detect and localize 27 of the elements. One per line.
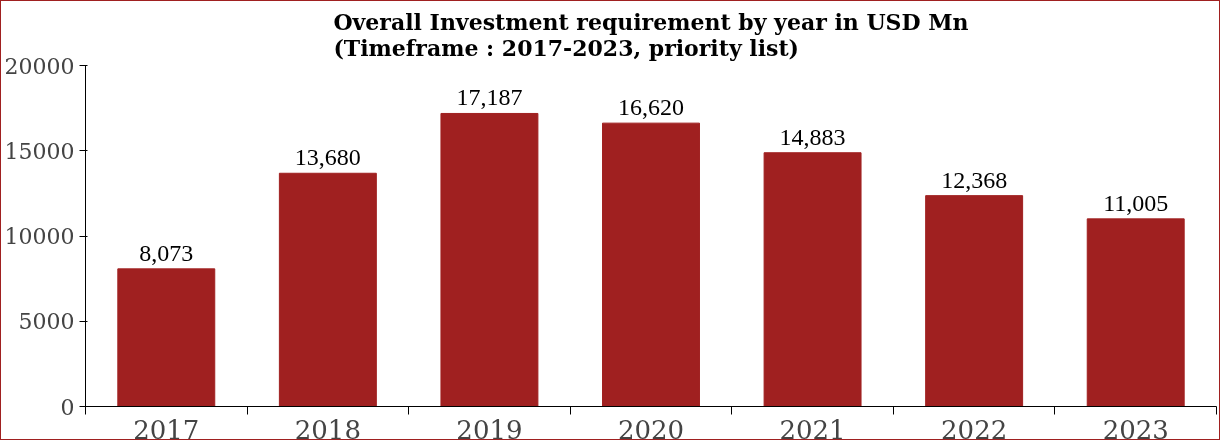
bar [440,112,539,407]
data-label: 12,368 [941,166,1008,193]
y-tick-label: 10000 [4,224,75,249]
data-label: 11,005 [1103,189,1169,216]
data-label: 16,620 [618,94,684,121]
bar [763,152,862,407]
y-tick-label: 5000 [18,309,75,335]
bar [925,195,1024,407]
x-tick-label: 2021 [779,414,846,445]
chart-title: Overall Investment requirement by year in USD Mn (Timeframe : 2017-2023, priority list) [333,8,969,61]
y-tick-label: 15000 [4,138,75,164]
bar [278,172,377,407]
data-label: 13,680 [294,144,361,171]
x-tick-label: 2020 [617,414,685,445]
bar [1086,218,1185,407]
x-tick-label: 2017 [133,414,200,445]
data-label: 17,187 [456,84,523,111]
x-tick-label: 2022 [941,414,1008,445]
x-tick-label: 2018 [294,414,361,445]
data-label: 8,073 [139,239,194,266]
bar [602,122,700,407]
y-tick-label: 20000 [4,53,75,79]
y-tick-label: 0 [60,394,75,420]
x-tick-label: 2019 [456,414,523,445]
data-label: 14,883 [779,123,846,150]
bar [117,268,216,407]
x-tick-label: 2023 [1102,414,1169,445]
